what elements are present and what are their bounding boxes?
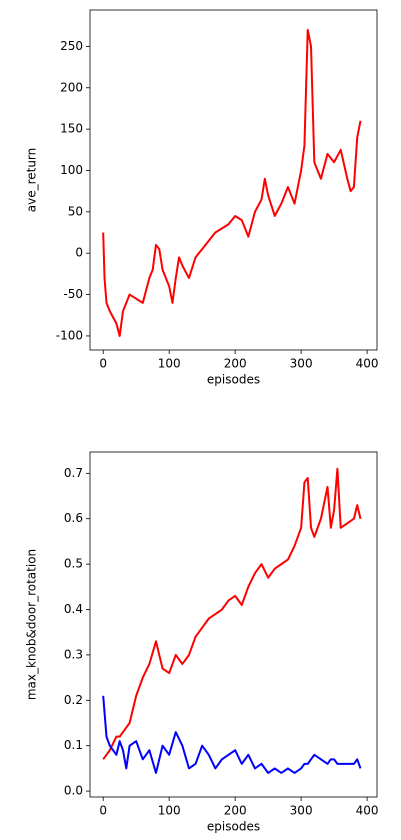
x-tick-label: 0 (99, 357, 107, 371)
y-axis-label: ave_return (25, 148, 39, 213)
axes-frame (89, 451, 378, 798)
y-tick-label: 0 (75, 246, 83, 260)
y-tick-label: 0.3 (64, 647, 83, 661)
x-tick-label: 100 (158, 804, 181, 818)
y-tick-label: -100 (56, 328, 83, 342)
y-tick-label: -50 (63, 287, 83, 301)
x-tick-label: 100 (158, 357, 181, 371)
data-line (102, 467, 362, 760)
y-tick-label: 250 (60, 39, 83, 53)
y-tick-label: 100 (60, 163, 83, 177)
axes-frame (89, 9, 378, 351)
data-line (102, 28, 362, 337)
y-tick-label: 0.0 (64, 784, 83, 798)
y-tick-label: 0.2 (64, 693, 83, 707)
x-tick-label: 400 (356, 357, 379, 371)
y-tick-label: 50 (68, 204, 83, 218)
x-axis-label: episodes (207, 373, 260, 387)
x-tick-label: 200 (224, 357, 247, 371)
x-tick-label: 400 (356, 804, 379, 818)
y-axis-label: max_knob&door_rotation (25, 549, 39, 700)
x-tick-label: 300 (290, 804, 313, 818)
x-axis-label: episodes (207, 820, 260, 834)
y-tick-label: 0.4 (64, 602, 83, 616)
y-tick-label: 0.6 (64, 511, 83, 525)
x-tick-label: 300 (290, 357, 313, 371)
x-tick-label: 0 (99, 804, 107, 818)
y-tick-label: 0.5 (64, 557, 83, 571)
y-tick-label: 0.7 (64, 466, 83, 480)
y-tick-label: 150 (60, 122, 83, 136)
y-tick-label: 200 (60, 80, 83, 94)
x-tick-label: 200 (224, 804, 247, 818)
data-line (102, 695, 362, 774)
y-tick-label: 0.1 (64, 738, 83, 752)
